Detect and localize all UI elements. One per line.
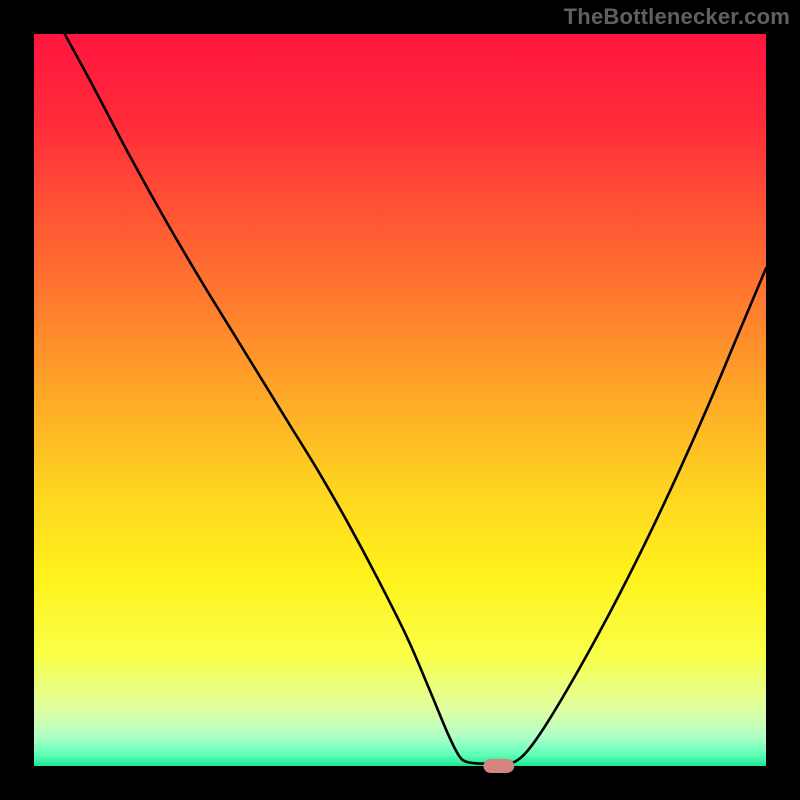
plot-background <box>34 34 766 766</box>
plot-svg <box>0 0 800 800</box>
optimal-marker <box>483 759 514 773</box>
chart-root: TheBottlenecker.com <box>0 0 800 800</box>
watermark-text: TheBottlenecker.com <box>564 4 790 30</box>
